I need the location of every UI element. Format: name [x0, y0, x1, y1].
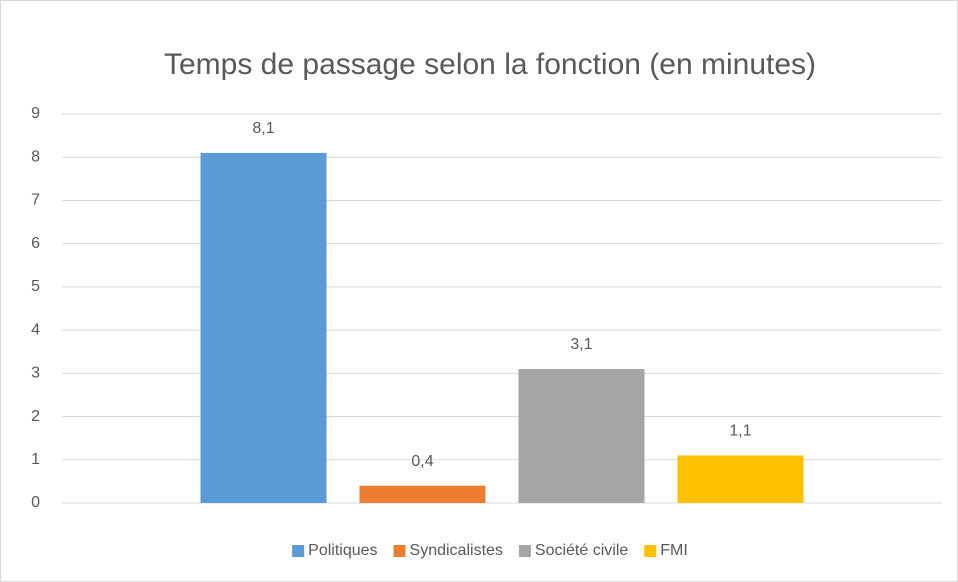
- bar: [518, 369, 645, 503]
- legend-label: FMI: [660, 542, 688, 559]
- legend-label: Syndicalistes: [410, 542, 503, 559]
- data-label: 8,1: [252, 120, 274, 137]
- y-tick-label: 0: [31, 494, 40, 511]
- data-label: 0,4: [411, 453, 433, 470]
- bar: [200, 152, 327, 503]
- legend-swatch: [518, 545, 531, 557]
- bar: [359, 485, 486, 503]
- y-tick-label: 7: [31, 192, 40, 209]
- legend-label: Société civile: [535, 542, 628, 559]
- data-label: 3,1: [570, 336, 592, 353]
- y-tick-label: 1: [31, 451, 40, 468]
- legend-swatch: [393, 545, 406, 557]
- y-tick-label: 5: [31, 278, 40, 295]
- bar: [677, 455, 804, 503]
- y-tick-label: 9: [31, 105, 40, 122]
- y-tick-label: 3: [31, 365, 40, 382]
- chart-title: Temps de passage selon la fonction (en m…: [164, 48, 816, 81]
- y-tick-label: 8: [31, 148, 40, 165]
- legend-label: Politiques: [308, 542, 377, 559]
- legend-swatch: [292, 545, 305, 557]
- data-label: 1,1: [729, 423, 751, 440]
- y-tick-label: 6: [31, 235, 40, 252]
- y-tick-label: 4: [31, 321, 40, 338]
- legend-swatch: [644, 545, 657, 557]
- y-tick-label: 2: [31, 408, 40, 425]
